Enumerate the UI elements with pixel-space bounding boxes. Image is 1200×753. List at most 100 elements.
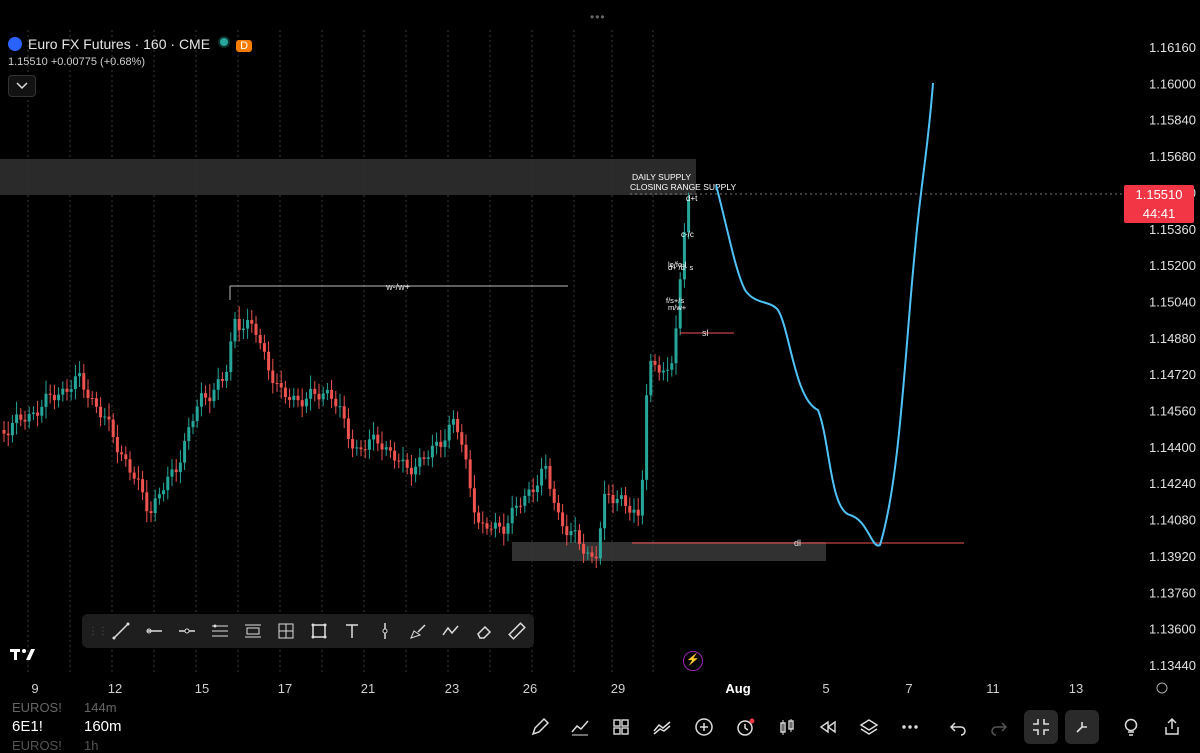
candle-body — [6, 433, 10, 436]
candle-body — [451, 418, 455, 425]
candle-body — [250, 319, 254, 324]
candle-body — [296, 395, 300, 401]
redo-button[interactable] — [984, 712, 1014, 742]
alert-button[interactable] — [730, 712, 760, 742]
price-axis[interactable]: 1.161601.160001.158401.156801.155201.153… — [1149, 40, 1196, 673]
rectangle-tool[interactable] — [302, 616, 335, 646]
candle-body — [540, 468, 544, 486]
minimize-button[interactable] — [1065, 710, 1099, 744]
add-button[interactable] — [689, 712, 719, 742]
undo-icon — [949, 722, 966, 736]
price-tick-label: 1.14240 — [1149, 476, 1196, 491]
candle-body — [120, 452, 124, 455]
candle-body — [220, 379, 224, 381]
candle-body — [678, 279, 682, 329]
candle-body — [233, 318, 237, 342]
ideas-button[interactable] — [1116, 712, 1146, 742]
ruler-tool[interactable] — [500, 616, 533, 646]
layouts-button[interactable] — [606, 712, 636, 742]
candle-body — [229, 341, 233, 372]
drag-handle-icon[interactable]: ••• — [590, 10, 606, 24]
fullscreen-exit-button[interactable] — [1024, 710, 1058, 744]
bottom-bar — [0, 705, 1200, 750]
indicators-button[interactable] — [565, 712, 595, 742]
f-s-label: f/s+/s — [666, 296, 684, 305]
ray-tool[interactable] — [137, 616, 170, 646]
shrink-icon — [1076, 722, 1087, 733]
time-tick-label: 21 — [361, 681, 375, 696]
candle-body — [237, 318, 241, 331]
demand-zone[interactable] — [512, 542, 826, 561]
candle-body — [187, 427, 191, 442]
bar-countdown: 44:41 — [1142, 206, 1176, 221]
object-tree-button[interactable] — [854, 712, 884, 742]
trend-line-tool[interactable] — [104, 616, 137, 646]
more-button[interactable] — [895, 712, 925, 742]
candle-body — [166, 476, 170, 491]
candle-body — [317, 393, 321, 400]
dividend-badge[interactable]: D — [236, 40, 253, 52]
candle-body — [78, 373, 82, 377]
candle-body — [86, 389, 90, 399]
brush-tool[interactable] — [401, 616, 434, 646]
tradingview-logo-icon — [10, 649, 35, 660]
prev-timeframe[interactable]: 144m — [84, 700, 117, 715]
candle-body — [82, 373, 86, 390]
candle-body — [552, 488, 556, 503]
vertical-line-tool[interactable] — [368, 616, 401, 646]
next-symbol[interactable]: EUROS! — [12, 738, 62, 753]
candle-body — [107, 416, 111, 420]
fib-extension-tool[interactable] — [236, 616, 269, 646]
price-tick-label: 1.15840 — [1149, 113, 1196, 128]
symbol-header[interactable]: Euro FX Futures · 160 · CME D — [8, 36, 253, 52]
candle-body — [334, 398, 338, 407]
candle-body — [594, 556, 598, 559]
fib-retracement-tool[interactable] — [203, 616, 236, 646]
compare-button[interactable] — [647, 712, 677, 742]
candle-body — [241, 328, 245, 331]
prev-symbol[interactable]: EUROS! — [12, 700, 62, 715]
tradingview-logo[interactable] — [10, 645, 38, 666]
draw-button[interactable] — [525, 712, 555, 742]
chart-type-button[interactable] — [772, 712, 802, 742]
candle-body — [346, 418, 350, 440]
candle-body — [258, 334, 262, 344]
toolbar-grip-icon[interactable]: ⋮⋮ — [88, 625, 108, 637]
lightning-icon[interactable]: ⚡ — [683, 651, 703, 671]
candle-body — [367, 439, 371, 450]
collapse-legend-button[interactable] — [8, 75, 36, 97]
price-tick-label: 1.13440 — [1149, 658, 1196, 673]
time-tick-label: 9 — [31, 681, 38, 696]
eraser-tool[interactable] — [467, 616, 500, 646]
candle-body — [506, 523, 510, 534]
candle-body — [535, 485, 539, 493]
crosshair-box-tool[interactable] — [269, 616, 302, 646]
path-tool[interactable] — [434, 616, 467, 646]
path-icon — [441, 625, 459, 636]
candle-body — [279, 383, 283, 388]
share-button[interactable] — [1157, 712, 1187, 742]
candle-body — [376, 434, 380, 444]
undo-button[interactable] — [943, 712, 973, 742]
current-symbol[interactable]: 6E1! — [12, 718, 43, 735]
text-tool[interactable] — [335, 616, 368, 646]
redo-icon — [991, 722, 1008, 736]
current-timeframe[interactable]: 160m — [84, 718, 122, 735]
drawing-toolbar: ⋮⋮ — [82, 614, 534, 648]
candles-icon — [780, 719, 794, 735]
candle-body — [52, 394, 56, 401]
settings-icon[interactable] — [1156, 682, 1168, 694]
candle-body — [422, 457, 426, 459]
daily-supply-zone[interactable] — [0, 159, 696, 195]
projection-path[interactable] — [715, 82, 934, 547]
time-tick-label: 23 — [445, 681, 459, 696]
replay-button[interactable] — [813, 712, 843, 742]
current-price-value: 1.15510 — [1135, 187, 1183, 202]
candle-body — [204, 393, 208, 398]
horizontal-ray-tool[interactable] — [170, 616, 203, 646]
time-axis[interactable]: 9 12 15 17 21 23 26 29 Aug 5 7 11 13 — [31, 681, 1168, 696]
layers-icon — [859, 719, 879, 735]
candle-body — [2, 430, 6, 434]
next-timeframe[interactable]: 1h — [84, 738, 99, 753]
